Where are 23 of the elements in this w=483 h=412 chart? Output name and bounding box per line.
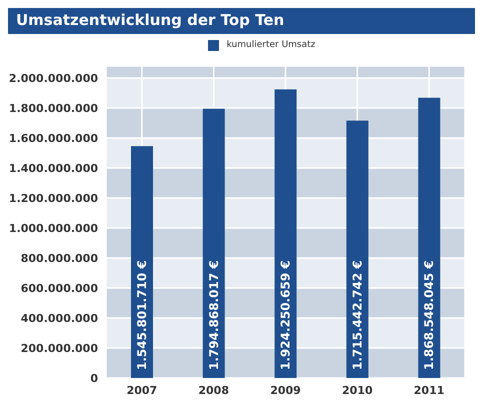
y-tick-label: 1.000.000.000: [8, 222, 98, 235]
y-tick-label: 200.000.000: [20, 342, 98, 355]
y-tick-label: 1.600.000.000: [8, 132, 98, 145]
y-tick-label: 1.800.000.000: [8, 102, 98, 115]
y-tick-label: 400.000.000: [20, 312, 98, 325]
x-tick-label: 2008: [198, 384, 230, 397]
x-tick-label: 2010: [342, 384, 373, 397]
chart-title: Umsatzentwicklung der Top Ten: [8, 8, 475, 34]
data-label: 1.794.868.017 €: [206, 260, 221, 370]
x-tick-label: 2007: [126, 384, 158, 397]
legend-label: kumulierter Umsatz: [226, 40, 316, 50]
y-tick-label: 800.000.000: [20, 252, 98, 265]
y-tick-label: 1.200.000.000: [8, 192, 98, 205]
data-label: 1.715.442.742 €: [350, 260, 364, 370]
y-tick-label: 1.400.000.000: [8, 162, 98, 175]
y-tick-label: 600.000.000: [20, 282, 98, 295]
y-tick-label: 0: [90, 372, 98, 385]
x-tick-label: 2009: [270, 384, 301, 397]
data-label: 1.868.548.045 €: [422, 260, 436, 370]
data-label: 1.924.250.659 €: [278, 260, 293, 370]
y-tick-label: 2.000.000.000: [8, 72, 98, 85]
data-label: 1.545.801.710 €: [135, 260, 149, 370]
x-tick-label: 2011: [414, 384, 444, 397]
